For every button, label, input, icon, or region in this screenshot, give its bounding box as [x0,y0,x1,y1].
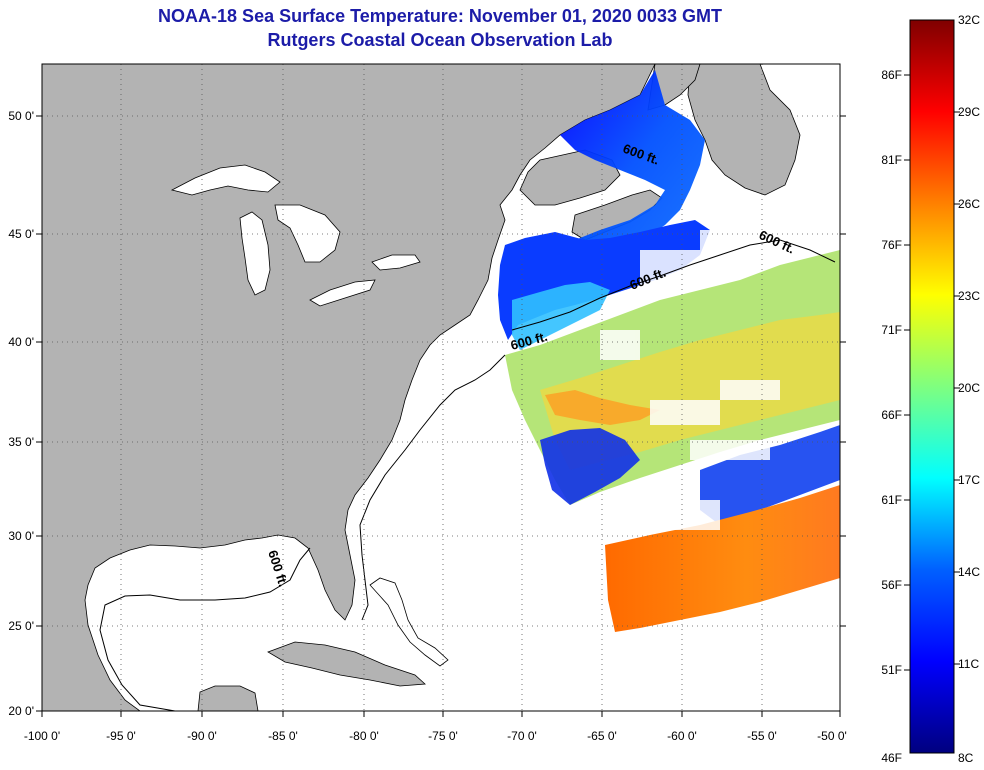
lake-superior [170,164,281,196]
cloud-speckle [600,200,820,530]
lat-label-40: 40 0' [8,335,34,349]
colorbar-c-20: 20C [958,381,980,395]
lon-label-60: -60 0' [667,729,697,743]
lat-label-25: 25 0' [8,619,34,633]
lon-label-75: -75 0' [428,729,458,743]
lon-label-95: -95 0' [106,729,136,743]
lon-label-85: -85 0' [268,729,298,743]
colorbar-ticks [904,74,960,671]
sst-swath-south-blue [700,425,840,525]
colorbar-f-61: 61F [881,493,902,507]
colorbar-f-86: 86F [881,68,902,82]
newfoundland-land [687,64,801,196]
lake-michigan [239,211,271,296]
colorbar-c-32: 32C [958,13,980,27]
map-subtitle: Rutgers Coastal Ocean Observation Lab [267,30,613,50]
sst-swath-blue-band [540,428,640,505]
lake-huron [274,204,341,263]
sst-swath-shelf [512,282,610,350]
colorbar-f-66: 66F [881,408,902,422]
lon-label-100: -100 0' [24,729,60,743]
lon-label-65: -65 0' [587,729,617,743]
cuba-land [267,641,426,687]
colorbar-f-81: 81F [881,153,902,167]
colorbar-c-11: 11C [958,657,979,671]
north-america-land [42,64,656,711]
map-border [41,63,841,712]
colorbar-c-23: 23C [958,289,980,303]
sst-swath-mid-yellow [540,312,840,470]
lon-label-80: -80 0' [349,729,379,743]
lat-label-45: 45 0' [8,227,34,241]
lake-ontario [371,254,421,271]
lon-ticks [41,711,841,717]
lat-label-35: 35 0' [8,435,34,449]
lat-label-50: 50 0' [8,109,34,123]
colorbar-f-71: 71F [881,323,902,337]
colorbar-c-26: 26C [958,197,980,211]
isobath-northeast-line [511,239,836,331]
lon-label-90: -90 0' [187,729,217,743]
colorbar-f-46: 46F [881,751,902,765]
lon-label-55: -55 0' [747,729,777,743]
bahamas-land [369,577,449,667]
lon-label-70: -70 0' [507,729,537,743]
colorbar-c-17: 17C [958,473,980,487]
colorbar-f-56: 56F [881,578,902,592]
colorbar-c-29: 29C [958,105,980,119]
lake-erie [309,279,376,307]
lat-ticks [36,115,846,712]
lat-label-20: 20 0' [8,704,34,718]
lon-label-50: -50 0' [817,729,847,743]
gridlines [42,64,840,711]
lat-label-30: 30 0' [8,529,34,543]
isobath-600ft-line [359,354,506,621]
colorbar-f-51: 51F [881,663,902,677]
sst-swath-orange-patch [545,390,660,425]
map-title: NOAA-18 Sea Surface Temperature: Novembe… [158,6,722,26]
colorbar-f-76: 76F [881,238,902,252]
colorbar-c-8: 8C [958,751,974,765]
colorbar-scale [909,19,955,754]
sst-swath-south [605,485,840,632]
colorbar-c-14: 14C [958,565,980,579]
sst-swath-north [560,70,705,262]
yucatan-land [197,685,259,711]
